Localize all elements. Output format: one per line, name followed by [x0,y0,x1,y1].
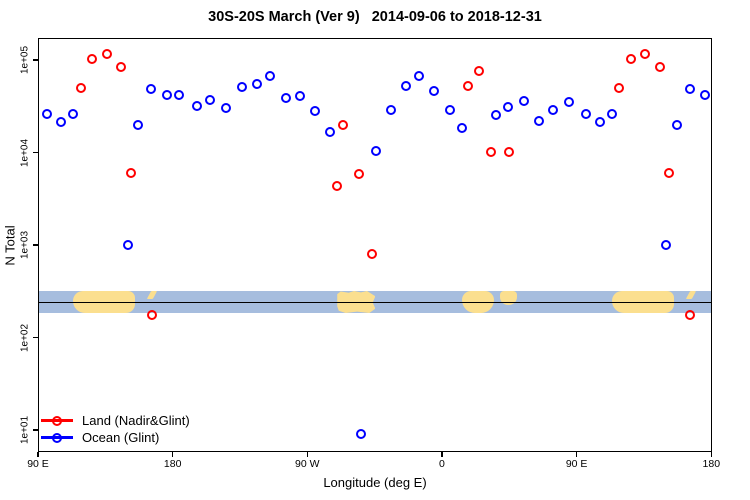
data-point-land [625,53,636,64]
data-point-ocean [133,119,144,130]
y-axis-tick-label: 1e+05 [19,45,31,75]
data-point-ocean [294,90,305,101]
data-point-ocean [68,109,79,120]
data-point-land [366,248,377,259]
legend: Land (Nadir&Glint) Ocean (Glint) [41,412,190,446]
data-point-ocean [173,89,184,100]
data-point-ocean [145,83,156,94]
land-patch-new-caledonia [685,291,697,299]
chart-title: 30S-20S March (Ver 9) 2014-09-06 to 2018… [208,9,542,25]
data-point-land [485,147,496,158]
y-axis-tick [33,151,38,154]
data-point-ocean [547,104,558,115]
x-axis-title: Longitude (deg E) [323,475,427,490]
data-point-ocean [401,81,412,92]
data-point-land [614,82,625,93]
data-point-ocean [564,97,575,108]
data-point-land [654,62,665,72]
data-point-ocean [490,109,501,120]
legend-item-land: Land (Nadir&Glint) [41,412,190,429]
data-point-ocean [671,119,682,130]
data-point-land [504,147,515,158]
x-axis-tick [37,452,39,457]
y-axis-tick-label: 1e+02 [19,323,31,352]
data-point-ocean [457,123,468,133]
data-point-land [86,53,97,64]
data-point-ocean [192,100,203,111]
data-point-ocean [445,104,456,115]
data-point-ocean [534,115,545,126]
x-axis-tick [576,452,578,457]
data-point-ocean [580,109,591,120]
data-point-ocean [606,109,617,120]
data-point-land [664,168,675,179]
land-patch-new-caledonia [147,291,158,299]
legend-marker-land-icon [41,415,73,426]
data-point-ocean [122,240,133,250]
y-axis-tick [33,59,38,61]
data-point-ocean [237,82,248,93]
map-band-center-line [39,302,711,304]
x-axis-tick [441,452,443,457]
x-axis-tick-label: 180 [163,458,182,470]
data-point-land [338,119,349,130]
data-point-ocean [220,102,231,113]
data-point-ocean [280,92,291,103]
data-point-land [353,168,364,179]
x-axis-tick-label: 0 [439,458,445,470]
data-point-land [463,81,474,92]
x-axis-tick [172,452,174,457]
data-point-ocean [41,109,52,120]
legend-item-ocean: Ocean (Glint) [41,429,190,446]
land-patch-madagascar [500,291,517,305]
data-point-ocean [413,71,424,82]
data-point-ocean [386,104,397,115]
legend-marker-ocean-icon [41,432,73,443]
data-point-land [474,66,485,77]
y-axis-tick-label: 1e+04 [19,138,31,167]
data-point-ocean [519,96,530,107]
y-axis-tick-label: 1e+03 [19,230,31,260]
data-point-ocean [252,79,263,90]
data-point-ocean [502,102,513,113]
data-point-land [75,82,86,93]
x-axis-tick [306,452,308,457]
data-point-ocean [429,86,440,97]
data-point-ocean [356,429,367,440]
data-point-land [101,49,112,60]
y-axis-tick [33,429,38,431]
y-axis-tick-label: 1e+01 [19,415,31,445]
data-point-ocean [684,83,695,94]
data-point-ocean [264,71,275,82]
data-point-ocean [309,106,320,117]
data-point-ocean [324,127,335,138]
data-point-ocean [56,116,67,127]
y-axis-tick [33,336,38,339]
data-point-ocean [594,116,605,127]
legend-label-land: Land (Nadir&Glint) [82,413,190,428]
y-axis-tick [33,244,38,246]
data-point-land [640,49,651,60]
x-axis-tick-label: 90 W [295,458,320,470]
x-axis-tick-label: 180 [702,458,721,470]
data-point-land [116,62,127,72]
data-point-land [125,168,136,179]
data-point-land [685,310,696,321]
x-axis-tick [710,452,712,457]
data-point-ocean [371,146,382,157]
x-axis-tick-label: 90 E [27,458,49,470]
data-point-land [146,310,157,321]
data-point-ocean [205,94,216,105]
legend-label-ocean: Ocean (Glint) [82,430,160,445]
data-point-ocean [661,240,672,250]
x-axis-tick-label: 90 E [565,458,588,470]
data-point-ocean [700,89,711,100]
data-point-land [332,181,343,192]
data-point-ocean [161,89,172,100]
